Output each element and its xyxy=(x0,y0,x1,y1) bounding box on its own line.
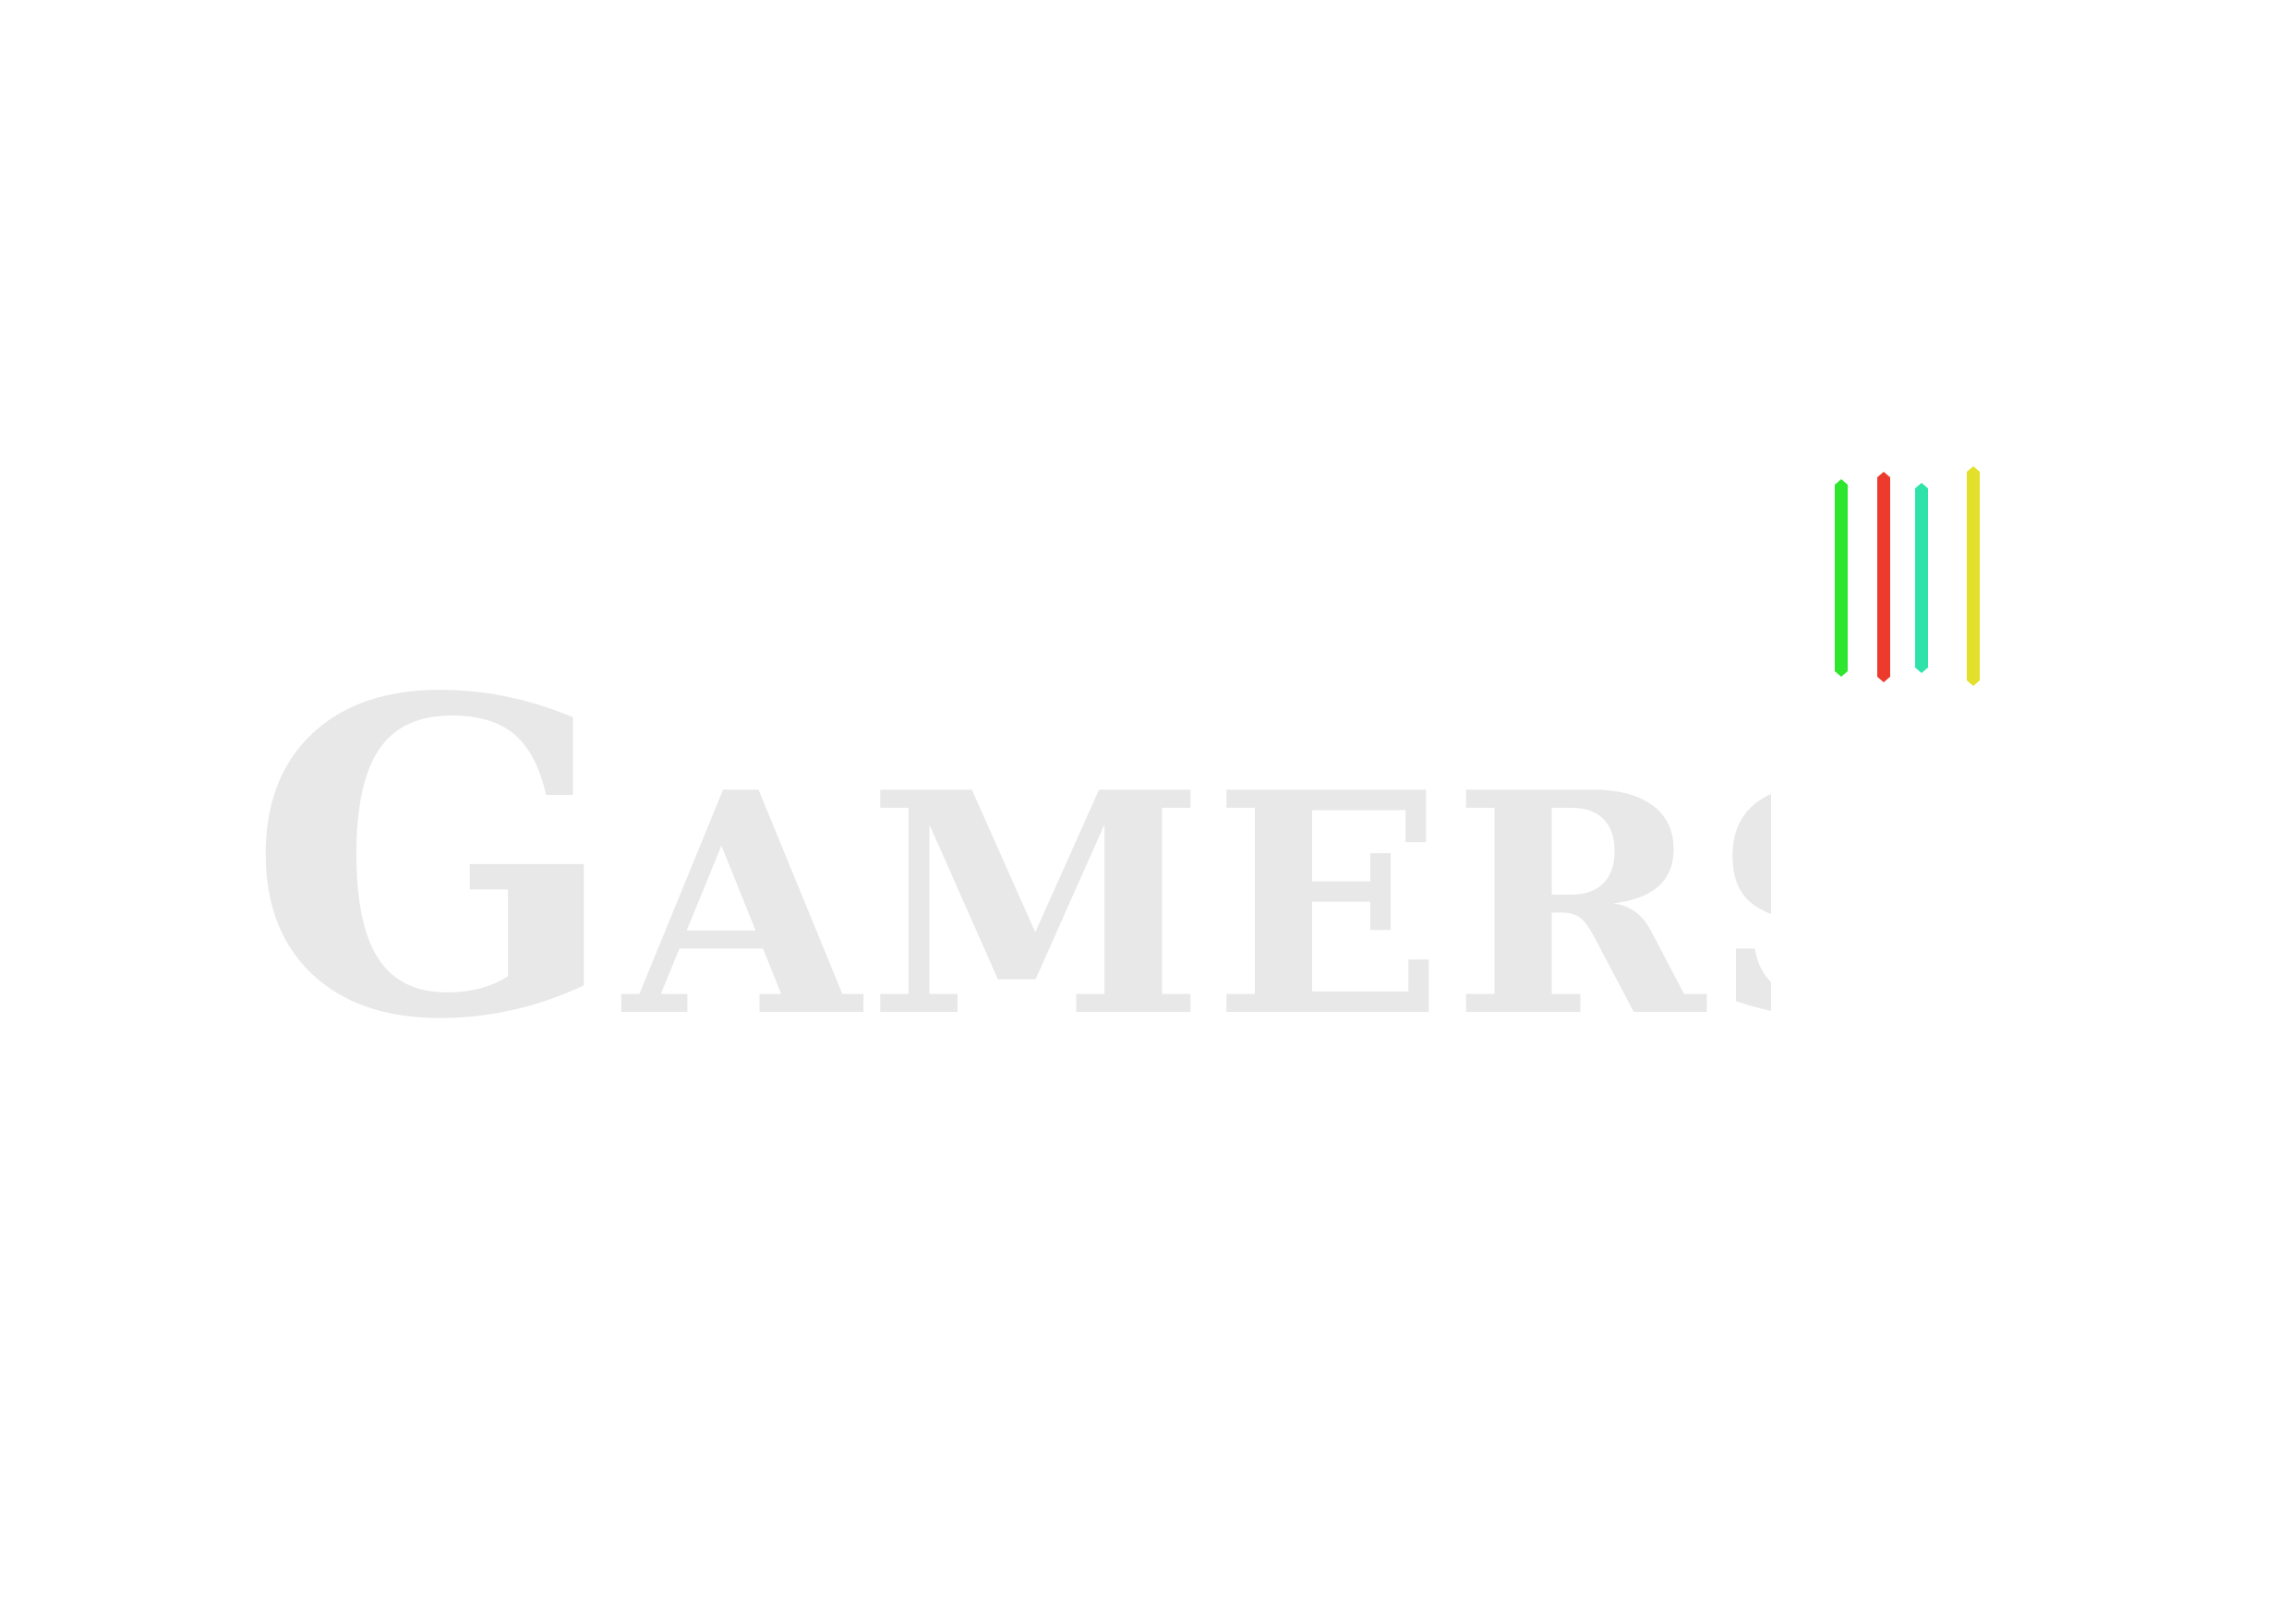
gamers-wordmark: GAMERS xyxy=(247,580,1771,1060)
wordmark-svg: GAMERS xyxy=(247,605,1771,1060)
wordmark-initial: G xyxy=(247,605,618,1060)
wordmark-rest: AMERS xyxy=(619,726,1771,1060)
green-bar xyxy=(1835,479,1848,677)
red-bar xyxy=(1877,472,1890,682)
teal-bar xyxy=(1915,483,1928,673)
color-bars-svg xyxy=(1835,466,1980,686)
yellow-bar xyxy=(1967,466,1980,686)
wordmark-text: GAMERS xyxy=(247,605,1771,1060)
color-bars xyxy=(1828,466,2013,716)
